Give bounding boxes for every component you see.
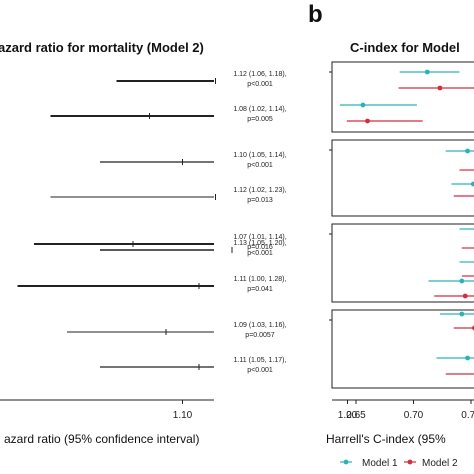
cindex-point xyxy=(459,278,465,284)
cindex-marks xyxy=(339,69,474,375)
legend-label-model-1: Model 1 xyxy=(362,458,398,469)
cindex-tick-label: 0.75 xyxy=(461,410,474,421)
cindex-point xyxy=(465,148,470,154)
model-1-interval xyxy=(445,148,474,154)
forest-tick-label: 1.10 xyxy=(173,410,193,421)
forest-ci-label: 1.09 (1.03, 1.16), xyxy=(233,322,286,329)
panel-b-label: b xyxy=(308,1,323,28)
forest-p-label: p<0.001 xyxy=(247,250,273,257)
forest-x-ticks: 1.10 1.20 xyxy=(173,400,358,421)
model-2-interval xyxy=(461,247,474,249)
cindex-group-frames xyxy=(329,61,474,389)
forest-p-label: p=0.013 xyxy=(247,197,273,204)
forest-tick-label: 1.20 xyxy=(338,410,358,421)
cindex-point xyxy=(462,293,468,299)
cindex-point xyxy=(465,355,470,361)
forest-ci-label: 1.12 (1.02, 1.23), xyxy=(233,187,286,194)
forest-row: 1.12 (1.02, 1.23), p=0.013 xyxy=(50,187,287,204)
forest-ci-label: 1.11 (1.05, 1.17), xyxy=(234,357,287,364)
forest-ci-label: 1.12 (1.06, 1.18), xyxy=(233,71,286,78)
cindex-panel: b C-index for Model 0.65 0.70 0.75 Harrell… xyxy=(308,1,474,469)
legend-item-model-1: Model 1 xyxy=(340,458,398,469)
cindex-point xyxy=(437,85,443,91)
forest-row: 1.11 (1.05, 1.17), p<0.001 xyxy=(100,357,286,374)
legend-label-model-2: Model 2 xyxy=(422,458,458,469)
model-2-interval xyxy=(461,275,474,277)
model-1-interval xyxy=(459,261,474,263)
forest-ci-label: 1.10 (1.05, 1.14), xyxy=(233,152,286,159)
legend-item-model-2: Model 2 xyxy=(404,458,458,469)
forest-p-label: p=0.041 xyxy=(247,286,273,293)
forest-row: 1.07 (1.01, 1.14), p=0.016 xyxy=(34,234,287,251)
model-1-interval xyxy=(459,228,474,230)
cindex-point xyxy=(424,69,430,75)
forest-row: 1.09 (1.03, 1.16), p=0.0057 xyxy=(67,322,287,339)
cindex-tick-label: 0.65 xyxy=(346,410,366,421)
forest-x-axis-label: azard ratio (95% confidence interval) xyxy=(4,432,199,446)
forest-ci-label: 1.08 (1.02, 1.14), xyxy=(233,106,286,113)
model-2-interval xyxy=(445,373,474,375)
forest-ci-label: 1.11 (1.00, 1.28), xyxy=(234,276,287,283)
model-2-interval xyxy=(453,195,474,197)
model-2-interval xyxy=(459,169,474,171)
forest-ci-label: 1.07 (1.01, 1.14), xyxy=(233,234,286,241)
cindex-tick-label: 0.70 xyxy=(404,410,424,421)
forest-row: 1.10 (1.05, 1.14), p<0.001 xyxy=(100,152,287,169)
cindex-title: C-index for Model xyxy=(350,40,460,55)
model-2-interval xyxy=(434,293,474,299)
cindex-point xyxy=(360,102,366,108)
forest-plot-title: azard ratio for mortality (Model 2) xyxy=(0,40,204,55)
legend-marker-model-1 xyxy=(343,459,349,465)
cindex-point xyxy=(470,181,474,187)
forest-row: 1.08 (1.02, 1.14), p=0.005 xyxy=(50,106,287,123)
model-1-interval xyxy=(399,69,460,75)
cindex-group-frame xyxy=(331,61,474,133)
forest-p-label: p=0.005 xyxy=(247,116,273,123)
forest-row: 1.12 (1.06, 1.18), p<0.001 xyxy=(116,71,287,88)
cindex-point xyxy=(459,311,465,317)
model-1-interval xyxy=(428,278,474,284)
cindex-x-axis-label: Harrell's C-index (95% xyxy=(326,432,446,446)
model-2-interval xyxy=(453,325,474,331)
legend-marker-model-2 xyxy=(407,459,413,465)
cindex-x-ticks: 0.65 0.70 0.75 xyxy=(346,400,474,421)
cindex-group-frame xyxy=(331,223,474,303)
cindex-group-frame xyxy=(331,139,474,217)
model-1-interval xyxy=(439,311,474,317)
forest-row: 1.11 (1.00, 1.28), p=0.041 xyxy=(17,276,287,293)
forest-ci-label: 1.13 (1.05, 1.20), xyxy=(233,240,286,247)
forest-p-label: p=0.016 xyxy=(247,244,273,251)
model-1-interval xyxy=(436,355,474,361)
model-2-interval xyxy=(398,85,474,91)
forest-row: 1.13 (1.05, 1.20), p<0.001 xyxy=(100,240,287,257)
model-2-interval xyxy=(346,118,423,124)
model-1-interval xyxy=(339,102,417,108)
forest-plot-panel: azard ratio for mortality (Model 2) 1.12… xyxy=(0,40,358,446)
forest-p-label: p<0.001 xyxy=(247,162,273,169)
forest-p-label: p=0.0057 xyxy=(245,332,274,339)
forest-p-label: p<0.001 xyxy=(247,81,273,88)
forest-p-label: p<0.001 xyxy=(247,367,273,374)
cindex-group-frame xyxy=(331,309,474,389)
model-1-interval xyxy=(451,181,474,187)
forest-rows: 1.12 (1.06, 1.18), p<0.001 1.08 (1.02, 1.1… xyxy=(17,71,287,374)
cindex-legend: Model 1 Model 2 xyxy=(340,458,458,469)
cindex-point xyxy=(365,118,370,124)
